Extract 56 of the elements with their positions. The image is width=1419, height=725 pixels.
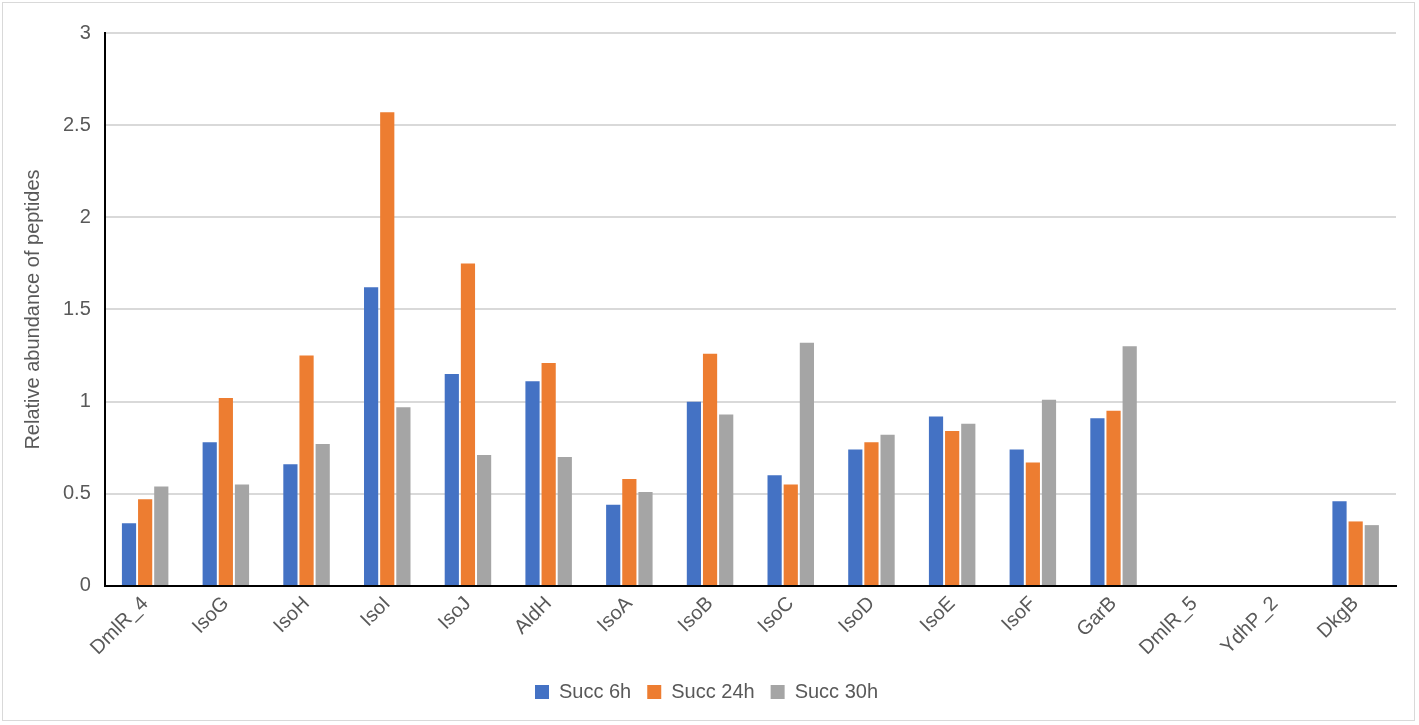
bar: [460, 263, 476, 585]
legend-label: Succ 24h: [671, 679, 755, 702]
bar: [606, 504, 621, 585]
x-tick-label: IsoA: [592, 591, 637, 636]
legend-label: Succ 6h: [558, 679, 632, 702]
bar: [476, 455, 492, 585]
bar: [848, 449, 863, 585]
bar: [1122, 346, 1137, 585]
bar: [154, 486, 169, 585]
y-tick-label: 0: [79, 573, 91, 596]
bar: [557, 456, 572, 585]
bar: [121, 523, 137, 585]
bar: [945, 431, 960, 585]
bar: [218, 397, 233, 585]
bar: [719, 414, 734, 585]
bar: [622, 479, 637, 585]
bar: [1090, 418, 1105, 585]
y-tick-label: 1.5: [62, 296, 91, 319]
bar: [1364, 525, 1379, 585]
bar: [864, 442, 879, 585]
bar: [783, 484, 798, 585]
x-tick-label: IsoJ: [433, 591, 475, 634]
bar: [283, 464, 298, 585]
y-tick-label: 2: [79, 204, 91, 227]
bar: [767, 475, 782, 585]
bar: [1332, 501, 1347, 585]
bar: [138, 499, 153, 585]
bar: [1348, 521, 1363, 585]
bar: [1106, 410, 1121, 585]
bar: [315, 444, 330, 585]
legend-label: Succ 30h: [794, 679, 879, 702]
y-tick-label: 1: [79, 389, 91, 412]
bar: [702, 353, 718, 585]
bar: [928, 416, 944, 585]
bar: [234, 484, 250, 585]
bar: [1025, 462, 1040, 585]
bar: [396, 407, 411, 585]
y-tick-label: 3: [79, 20, 91, 43]
bar: [202, 442, 217, 585]
y-tick-label: 0.5: [62, 481, 91, 504]
bar: [299, 355, 314, 585]
bar: [380, 112, 395, 585]
bar: [961, 423, 976, 585]
bar: [444, 373, 459, 585]
y-axis-title: Relative abundance of peptides: [20, 169, 43, 450]
x-tick-label: IsoI: [355, 591, 394, 630]
bar: [799, 342, 814, 585]
bar: [880, 434, 895, 585]
bar: [364, 287, 379, 585]
bar: [525, 381, 540, 585]
bar: [638, 491, 653, 585]
bar: [541, 362, 556, 585]
bar: [1009, 449, 1024, 585]
bar: [686, 401, 702, 585]
y-tick-label: 2.5: [62, 112, 91, 135]
bar: [1041, 399, 1057, 585]
